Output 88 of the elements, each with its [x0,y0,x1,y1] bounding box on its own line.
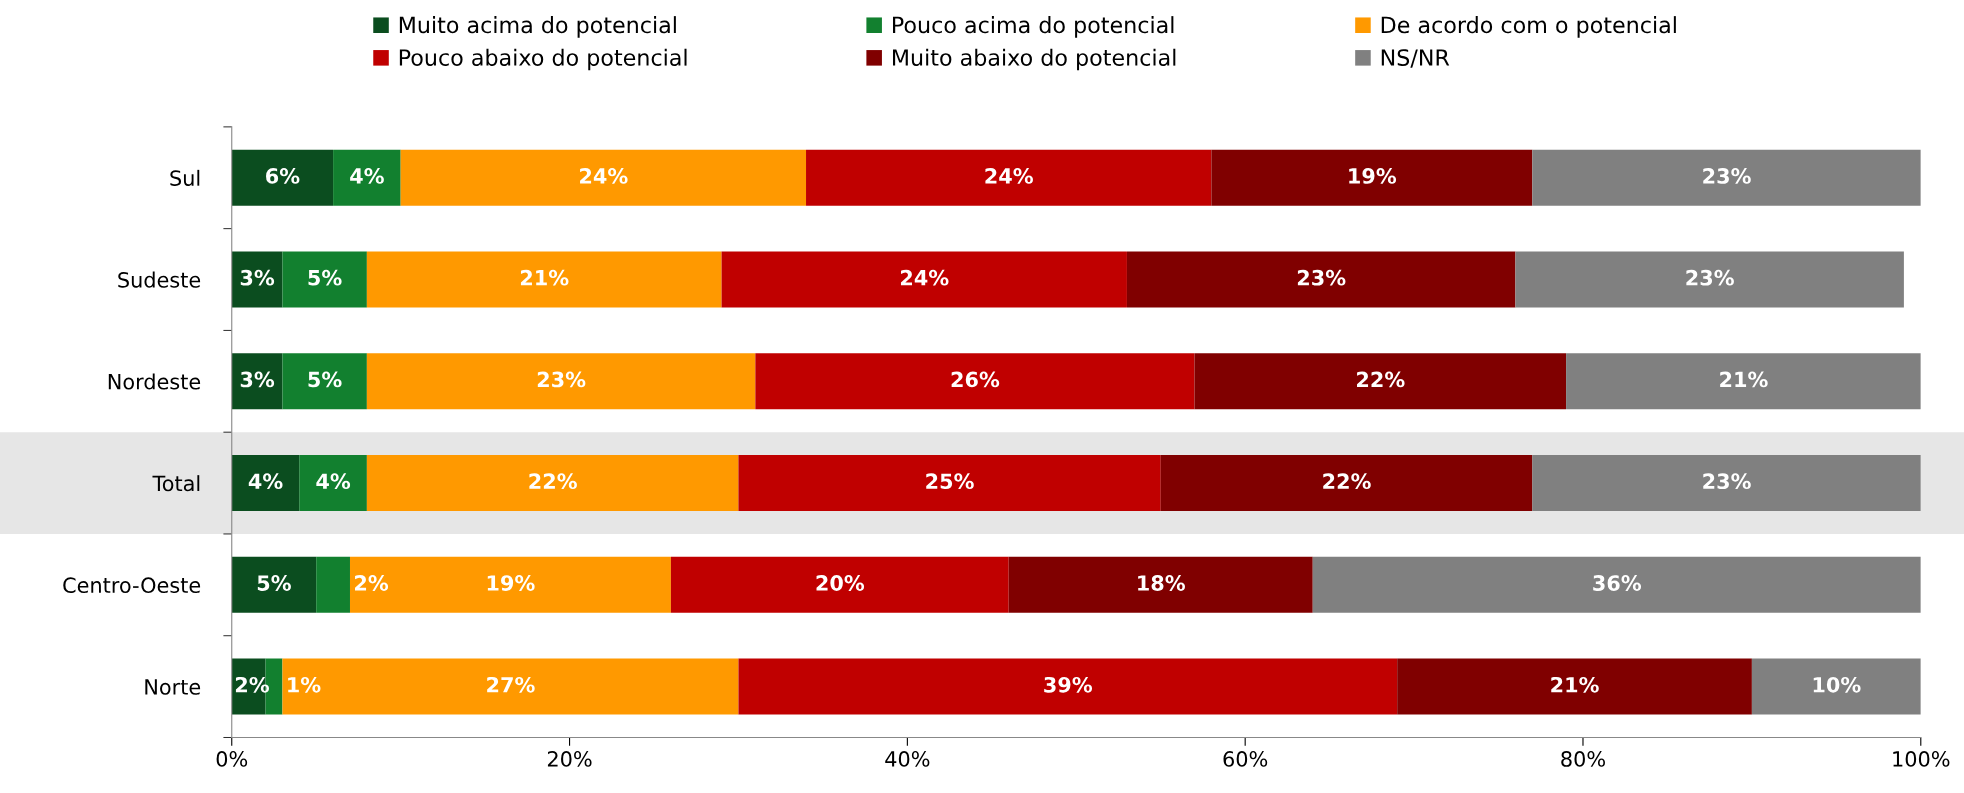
data-label: 23% [1686,269,1734,286]
bar [1160,455,1533,512]
data-label: 4% [350,168,384,184]
legend-label: Muito abaixo do potencial [893,48,1176,71]
data-label: 18% [1138,575,1185,591]
y-tick-label: Norte [145,679,201,695]
bar [282,251,367,308]
data-label: 3% [240,371,275,388]
y-tick-label: Sudeste [118,271,201,288]
bar [1532,455,1921,512]
data-label: 5% [308,371,342,388]
bar [400,149,807,206]
legend-label: NS/NR [1381,49,1450,68]
bar [366,251,722,308]
bar [231,556,317,613]
legend-label: De acordo com o potencial [1381,16,1676,38]
data-label: 21% [1551,676,1599,693]
bar [755,353,1195,410]
data-label: 26% [951,371,1000,388]
bar [1126,251,1516,308]
bar [299,455,367,512]
bar [670,556,1009,613]
data-label: 19% [1349,168,1397,184]
bar [738,455,1161,512]
x-tick-label: 100% [1893,751,1950,767]
data-label: 5% [308,269,342,286]
data-label: 27% [487,676,535,693]
data-label: 23% [1297,269,1346,286]
bar [1532,149,1921,206]
data-label: 3% [240,269,275,286]
data-label: 4% [316,473,351,490]
bar [806,149,1212,206]
bar [1397,658,1752,715]
bar [316,556,350,613]
data-label: 23% [1703,473,1751,490]
data-label: 2% [355,575,389,591]
data-label: 1% [288,676,321,693]
bar [1008,556,1313,613]
bar [231,455,300,512]
legend-label: Pouco acima do potencial [893,16,1174,38]
bar [231,251,283,308]
bar [333,149,401,206]
x-tick-label: 80% [1561,751,1605,767]
bar [1211,149,1533,206]
bar [738,658,1398,715]
legend-label: Muito acima do potencial [399,16,676,38]
y-tick-label: Nordeste [108,373,201,390]
data-label: 10% [1813,676,1861,693]
data-label: 25% [926,473,974,490]
data-label: 22% [1323,473,1371,490]
data-label: 20% [816,575,865,591]
x-tick-label: 60% [1223,751,1268,767]
data-label: 4% [248,473,283,490]
y-tick-label: Sul [170,169,200,186]
data-label: 5% [257,575,291,591]
bar [1751,658,1921,715]
bar [721,251,1127,308]
bar [282,353,367,410]
x-tick-label: 40% [885,751,930,767]
data-label: 24% [900,269,949,286]
bar [349,556,671,613]
data-label: 22% [1357,371,1405,388]
data-label: 24% [985,168,1033,184]
y-tick-label: Total [152,475,200,492]
bar [282,658,739,715]
data-label: 19% [487,575,535,591]
x-tick-label: 0% [216,751,248,767]
data-label: 21% [520,269,569,286]
bar [231,149,334,206]
data-label: 6% [266,168,300,184]
bar [1194,353,1567,410]
data-label: 21% [1720,371,1768,388]
bar [366,353,756,410]
data-label: 2% [235,676,269,693]
bar [1312,556,1921,613]
data-label: 36% [1593,575,1642,591]
data-label: 39% [1044,676,1093,693]
y-tick-label: Centro-Oeste [63,577,201,594]
data-label: 23% [1703,168,1751,184]
bar [1515,251,1904,308]
data-label: 23% [537,371,586,388]
bar [1566,353,1921,410]
x-tick-label: 20% [547,751,592,767]
bar [231,353,283,410]
data-label: 24% [580,168,628,184]
bar [366,455,739,512]
data-label: 22% [529,473,577,490]
legend-label: Pouco abaixo do potencial [399,48,687,71]
